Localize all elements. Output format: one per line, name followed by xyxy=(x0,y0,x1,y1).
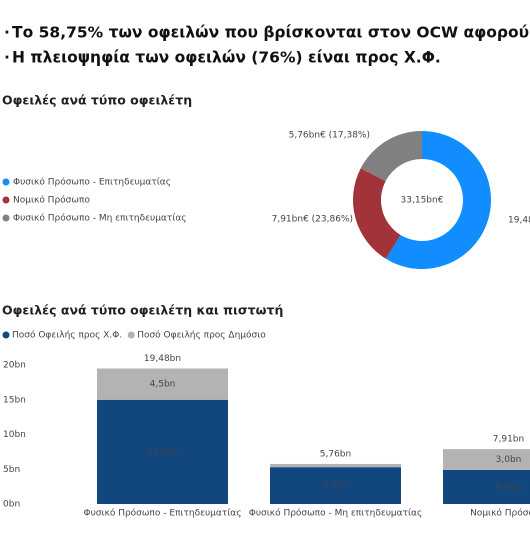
legend-label: Νομικό Πρόσωπο xyxy=(13,195,90,206)
data-label: 7,91bn€ (23,86%) xyxy=(272,215,353,225)
bullet-dot: · xyxy=(4,24,10,42)
bullet: Η πλειοψηφία των οφειλών (76%) είναι προ… xyxy=(12,49,441,67)
bar-segment xyxy=(270,467,401,504)
data-label: 15,0bn xyxy=(147,447,178,457)
bar-segment xyxy=(270,463,401,468)
bullet-dot: · xyxy=(4,49,10,67)
total-label: 7,91bn xyxy=(493,435,524,445)
chart-title: Οφειλές ανά τύπο οφειλέτη xyxy=(2,93,192,108)
data-label: 4,9bn xyxy=(496,482,522,492)
y-tick-label: 15bn xyxy=(3,395,26,405)
bar-segment xyxy=(97,399,228,504)
total-label: 19,48bn xyxy=(144,354,181,364)
y-tick-label: 0bn xyxy=(3,500,20,510)
data-label: 5,76bn€ (17,38%) xyxy=(289,131,370,141)
data-label: 3,0bn xyxy=(496,455,522,465)
legend-label: Ποσό Οφειλής προς Δημόσιο xyxy=(137,330,266,341)
y-tick-label: 10bn xyxy=(3,430,26,440)
bar-segment xyxy=(443,449,530,470)
x-tick-label: Νομικό Πρόσωπο xyxy=(470,508,530,519)
x-tick-label: Φυσικό Πρόσωπο - Επιτηδευματίας xyxy=(83,508,241,519)
center-label: 33,15bn€ xyxy=(401,196,444,206)
bar-segment xyxy=(97,368,228,400)
legend-marker xyxy=(2,331,10,339)
y-tick-label: 20bn xyxy=(3,361,26,371)
legend-marker xyxy=(2,178,10,186)
chart-title: Οφειλές ανά τύπο οφειλέτη και πιστωτή xyxy=(2,303,283,318)
legend-label: Ποσό Οφειλής προς Χ.Φ. xyxy=(12,330,122,341)
total-label: 5,76bn xyxy=(320,449,351,459)
data-label: 4,5bn xyxy=(150,380,176,390)
donut-slice xyxy=(353,168,401,259)
bar-segment xyxy=(443,469,530,504)
legend-marker xyxy=(127,331,135,339)
x-tick-label: Φυσικό Πρόσωπο - Μη επιτηδευματίας xyxy=(249,508,423,519)
donut-slice xyxy=(360,131,422,182)
bullet: Το 58,75% των οφειλών που βρίσκονται στο… xyxy=(12,24,529,42)
legend-label: Φυσικό Πρόσωπο - Επιτηδευματίας xyxy=(13,177,171,188)
data-label: 19,48bn€ (58,76%) xyxy=(508,216,530,226)
legend-label: Φυσικό Πρόσωπο - Μη επιτηδευματίας xyxy=(13,213,187,224)
data-label: 5,3bn xyxy=(323,481,349,491)
donut-slice xyxy=(385,131,492,270)
legend-marker xyxy=(2,214,10,222)
y-tick-label: 5bn xyxy=(3,465,20,475)
legend-marker xyxy=(2,196,10,204)
